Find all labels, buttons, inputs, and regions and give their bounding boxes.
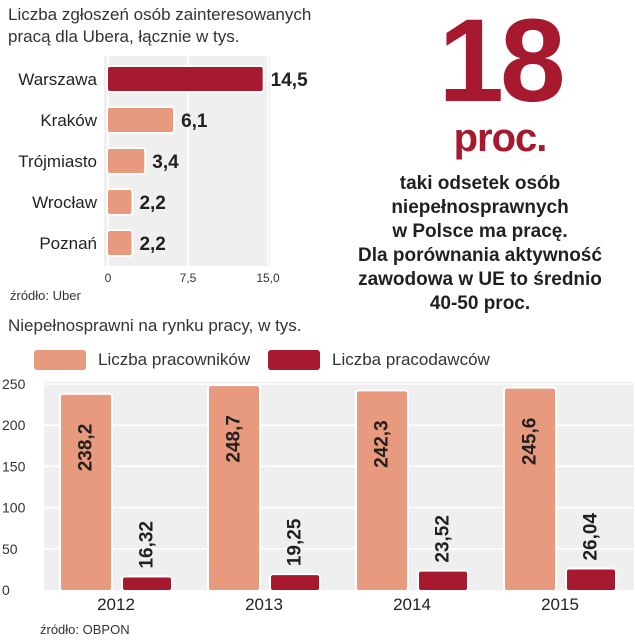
chart2-bar-employers	[269, 573, 321, 592]
chart1-category-label: Kraków	[40, 111, 97, 130]
chart2-bar-employers	[121, 575, 173, 593]
chart1-title: Liczba zgłoszeń osób zainteresowanych pr…	[8, 4, 368, 48]
chart2-category-label: 2012	[97, 595, 135, 614]
legend-swatch-employees	[34, 350, 86, 370]
chart1-x-tick-label: 0	[105, 271, 112, 285]
chart2-value-label-employers: 23,52	[433, 515, 454, 563]
chart1-x-tick-label: 7,5	[180, 271, 197, 285]
chart1-bar	[106, 65, 265, 93]
callout-line-6: 40-50 proc.	[429, 293, 531, 314]
chart2-source: źródło: OBPON	[40, 622, 130, 637]
chart1-bar	[106, 147, 147, 175]
chart2-value-label-employers: 16,32	[137, 521, 158, 569]
chart2-y-tick-label: 200	[2, 417, 26, 433]
chart1-bar	[106, 106, 176, 134]
callout-line-3: w Polsce ma pracę.	[392, 221, 568, 242]
chart1-x-tick-label: 15,0	[256, 271, 280, 285]
callout-line-2: niepełnosprawnych	[391, 197, 569, 218]
chart1-value-label: 2,2	[139, 193, 165, 214]
chart2-value-label-employees: 238,2	[76, 424, 97, 472]
chart2-svg: 0 50 100 150 200 250 238,2 16,32 248,7 19,25 242,…	[2, 376, 634, 614]
chart1-value-label: 6,1	[181, 111, 208, 132]
chart1-source: źródło: Uber	[10, 288, 81, 303]
legend-swatch-employers	[268, 350, 320, 370]
callout-line-1: taki odsetek osób	[399, 173, 561, 194]
chart2-category-label: 2013	[245, 595, 283, 614]
callout-number: 18	[438, 0, 565, 127]
callout-unit: proc.	[453, 116, 548, 160]
chart2-value-label-employers: 19,25	[285, 518, 306, 566]
chart2-bar-employees	[59, 392, 113, 592]
chart1-category-label: Wrocław	[32, 193, 98, 212]
chart2-value-label-employees: 245,6	[520, 418, 541, 466]
legend-item-employees: Liczba pracowników	[34, 350, 250, 370]
chart2-value-label-employees: 242,3	[372, 420, 393, 468]
chart1-category-label: Warszawa	[18, 70, 97, 89]
chart2-y-tick-label: 150	[2, 458, 26, 474]
chart2-y-tick-label: 0	[2, 582, 10, 598]
chart1-category-label: Poznań	[39, 234, 97, 253]
chart1-value-label: 3,4	[152, 152, 179, 173]
legend-label-employees: Liczba pracowników	[98, 350, 251, 369]
chart2-bar-employers	[565, 567, 617, 593]
chart2-bar-employees	[207, 384, 261, 593]
legend-item-employers: Liczba pracodawców	[268, 350, 490, 370]
callout-line-5: zawodowa w UE to średnio	[358, 269, 602, 290]
chart2-title: Niepełnosprawni na rynku pracy, w tys.	[8, 316, 302, 335]
chart1-bar	[106, 188, 134, 216]
chart2-bar-employees	[503, 386, 557, 593]
chart2-category-label: 2014	[393, 595, 431, 614]
legend-label-employers: Liczba pracodawców	[332, 350, 490, 369]
chart2-bar-employees	[355, 389, 409, 592]
chart1-title-line1: Liczba zgłoszeń osób zainteresowanych	[8, 5, 312, 24]
chart1-value-label: 2,2	[139, 234, 165, 255]
chart2-y-tick-label: 100	[2, 500, 26, 516]
chart2-y-tick-label: 250	[2, 376, 26, 392]
chart1-title-line2: pracą dla Ubera, łącznie w tys.	[8, 27, 240, 46]
callout-description: taki odsetek osób niepełnosprawnych w Po…	[330, 172, 630, 316]
chart1-value-label: 14,5	[271, 70, 308, 91]
chart2-value-label-employees: 248,7	[224, 415, 245, 463]
chart1-bar	[106, 229, 134, 257]
chart2-y-tick-label: 50	[2, 541, 18, 557]
chart1-category-label: Trójmiasto	[18, 152, 97, 171]
callout-line-4: Dla porównania aktywność	[358, 245, 602, 266]
chart2-bar-employers	[417, 569, 469, 593]
chart2-category-label: 2015	[541, 595, 579, 614]
chart1-svg: Warszawa Kraków Trójmiasto Wrocław Poznań 14…	[18, 56, 308, 285]
chart2-value-label-employers: 26,04	[581, 513, 602, 561]
